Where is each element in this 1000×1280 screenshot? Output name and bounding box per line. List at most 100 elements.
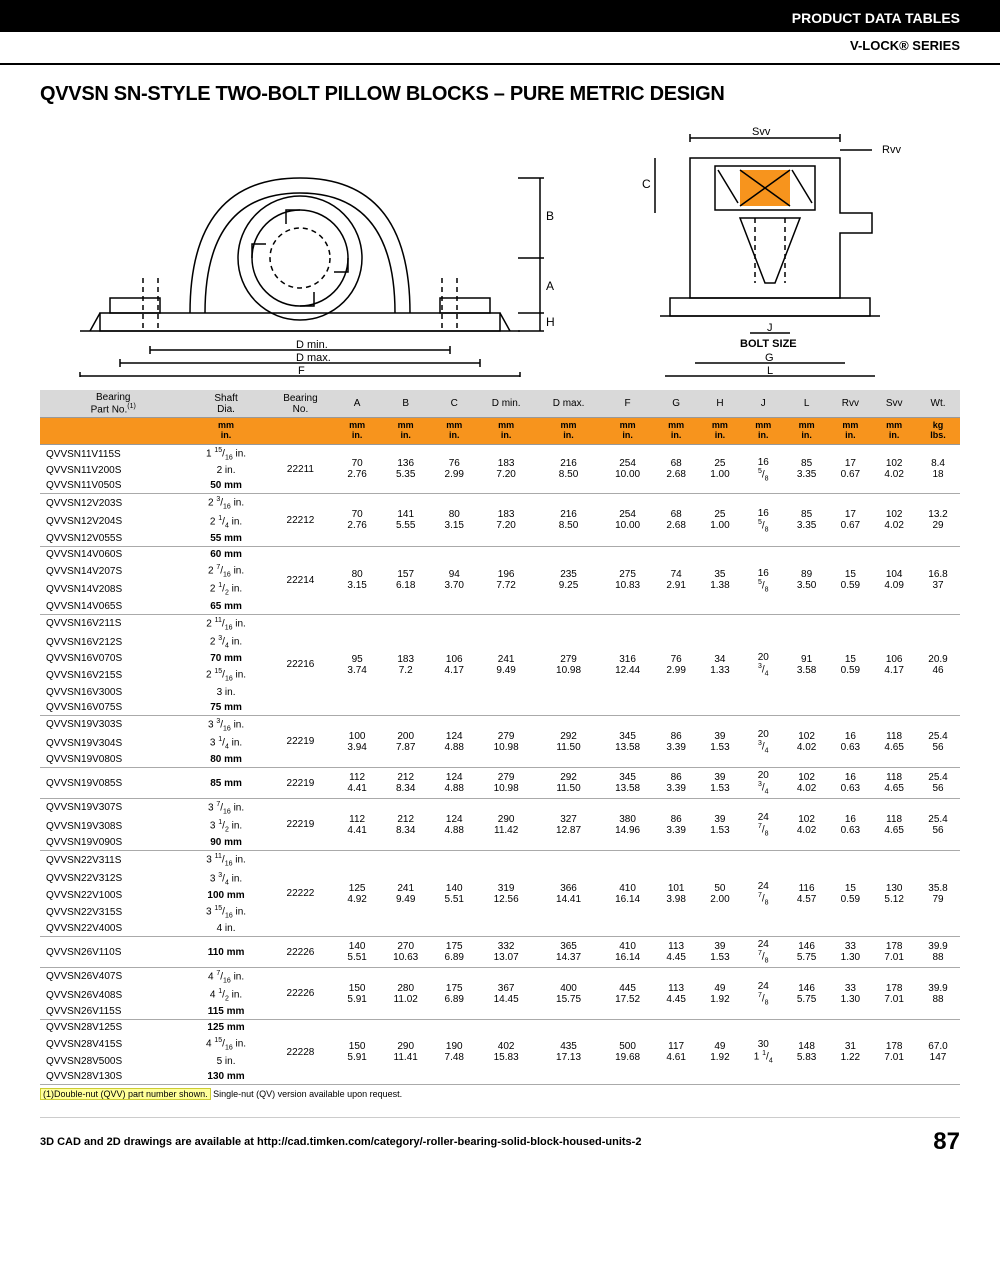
dim-cell: 27910.98 — [536, 614, 601, 715]
shaft-dia: 90 mm — [186, 835, 265, 851]
dim-cell: 1184.65 — [872, 768, 916, 798]
dim-cell: 43517.13 — [536, 1020, 601, 1084]
dim-cell: 1756.89 — [432, 937, 476, 967]
dim-cell: 251.00 — [698, 494, 742, 547]
dim-cell: 803.15 — [432, 494, 476, 547]
part-number: QVVSN26V110S — [40, 937, 186, 967]
unit-header: mmin. — [335, 418, 379, 445]
dim-cell: 742.91 — [654, 547, 698, 615]
unit-header: mmin. — [698, 418, 742, 445]
shaft-dia: 1 15/16 in. — [186, 445, 265, 464]
dim-cell: 1415.55 — [379, 494, 432, 547]
side-diagram: Svv Rvv C J BOLT SIZE G L — [600, 118, 940, 378]
part-number: QVVSN26V407S — [40, 967, 186, 986]
shaft-dia: 115 mm — [186, 1004, 265, 1020]
shaft-dia: 2 1/2 in. — [186, 580, 265, 598]
dim-cell: 1254.92 — [335, 851, 379, 937]
col-header: B — [379, 390, 432, 418]
dim-cell: 67.0147 — [916, 1020, 960, 1084]
dim-cell: 1024.02 — [785, 798, 829, 851]
dim-cell: 1013.98 — [654, 851, 698, 937]
table-row: QVVSN22V311S3 11/16 in.222221254.922419.… — [40, 851, 960, 870]
col-header: L — [785, 390, 829, 418]
dim-cell: 203/4 — [742, 715, 785, 768]
footer-text: 3D CAD and 2D drawings are available at … — [40, 1136, 641, 1148]
dim-cell: 351.38 — [698, 547, 742, 615]
dim-cell: 1305.12 — [872, 851, 916, 937]
page-footer: 3D CAD and 2D drawings are available at … — [40, 1117, 960, 1156]
dim-cell: 1024.02 — [872, 494, 916, 547]
dim-cell: 150.59 — [828, 547, 872, 615]
svg-text:L: L — [767, 365, 773, 377]
unit-header: mmin. — [379, 418, 432, 445]
dim-cell: 1184.65 — [872, 715, 916, 768]
dim-cell: 762.99 — [432, 445, 476, 494]
dim-cell: 247/8 — [742, 937, 785, 967]
dim-cell: 39.988 — [916, 937, 960, 967]
dim-cell: 165/8 — [742, 494, 785, 547]
shaft-dia: 70 mm — [186, 651, 265, 666]
shaft-dia: 85 mm — [186, 768, 265, 798]
shaft-dia: 3 7/16 in. — [186, 798, 265, 817]
col-header: D max. — [536, 390, 601, 418]
part-number: QVVSN28V125S — [40, 1020, 186, 1036]
svg-text:Svv: Svv — [752, 126, 771, 138]
part-number: QVVSN14V208S — [40, 580, 186, 598]
dim-cell: 1365.35 — [379, 445, 432, 494]
bearing-no: 22226 — [266, 967, 336, 1020]
svg-text:C: C — [642, 177, 651, 191]
dim-cell: 29011.41 — [379, 1020, 432, 1084]
page-content: QVVSN SN-STYLE TWO-BOLT PILLOW BLOCKS – … — [0, 65, 1000, 1176]
page-title: QVVSN SN-STYLE TWO-BOLT PILLOW BLOCKS – … — [40, 83, 960, 106]
dim-cell: 2007.87 — [379, 715, 432, 768]
dim-cell: 34513.58 — [601, 715, 654, 768]
bearing-no: 22228 — [266, 1020, 336, 1084]
shaft-dia: 2 7/16 in. — [186, 562, 265, 580]
dim-cell: 20.946 — [916, 614, 960, 715]
part-number: QVVSN16V211S — [40, 614, 186, 633]
dim-cell: 41016.14 — [601, 937, 654, 967]
dim-cell: 1064.17 — [432, 614, 476, 715]
svg-text:BOLT SIZE: BOLT SIZE — [740, 338, 797, 350]
shaft-dia: 2 1/4 in. — [186, 513, 265, 531]
part-number: QVVSN16V075S — [40, 700, 186, 716]
shaft-dia: 80 mm — [186, 752, 265, 768]
dim-cell: 33213.07 — [476, 937, 536, 967]
dim-cell: 2359.25 — [536, 547, 601, 615]
dim-cell: 29011.42 — [476, 798, 536, 851]
dim-cell: 1405.51 — [432, 851, 476, 937]
table-head: BearingPart No.(1)ShaftDia.BearingNo.ABC… — [40, 390, 960, 445]
table-row: QVVSN19V307S3 7/16 in.222191124.412128.3… — [40, 798, 960, 817]
dim-cell: 2128.34 — [379, 798, 432, 851]
part-number: QVVSN14V207S — [40, 562, 186, 580]
part-number: QVVSN14V060S — [40, 547, 186, 563]
dim-cell: 391.53 — [698, 768, 742, 798]
dim-cell: 1756.89 — [432, 967, 476, 1020]
dim-cell: 44517.52 — [601, 967, 654, 1020]
dim-cell: 29211.50 — [536, 768, 601, 798]
dim-cell: 38014.96 — [601, 798, 654, 851]
table-body: QVVSN11V115S1 15/16 in.22211702.761365.3… — [40, 445, 960, 1085]
svg-text:B: B — [546, 209, 554, 223]
dim-cell: 150.59 — [828, 614, 872, 715]
dim-cell: 165/8 — [742, 445, 785, 494]
dim-cell: 35.879 — [916, 851, 960, 937]
col-header: Wt. — [916, 390, 960, 418]
part-number: QVVSN28V130S — [40, 1069, 186, 1085]
dim-cell: 762.99 — [654, 614, 698, 715]
svg-text:J: J — [767, 322, 773, 334]
shaft-dia: 2 11/16 in. — [186, 614, 265, 633]
dim-cell: 27510.83 — [601, 547, 654, 615]
dim-cell: 391.53 — [698, 798, 742, 851]
dim-cell: 25410.00 — [601, 494, 654, 547]
dim-cell: 36614.41 — [536, 851, 601, 937]
part-number: QVVSN19V308S — [40, 817, 186, 835]
part-number: QVVSN16V300S — [40, 685, 186, 700]
dim-cell: 50019.68 — [601, 1020, 654, 1084]
dim-cell: 25.456 — [916, 715, 960, 768]
part-number: QVVSN26V408S — [40, 986, 186, 1004]
dim-cell: 301 1/4 — [742, 1020, 785, 1084]
table-row: QVVSN16V211S2 11/16 in.22216953.741837.2… — [40, 614, 960, 633]
dim-cell: 702.76 — [335, 494, 379, 547]
shaft-dia: 3 15/16 in. — [186, 903, 265, 921]
